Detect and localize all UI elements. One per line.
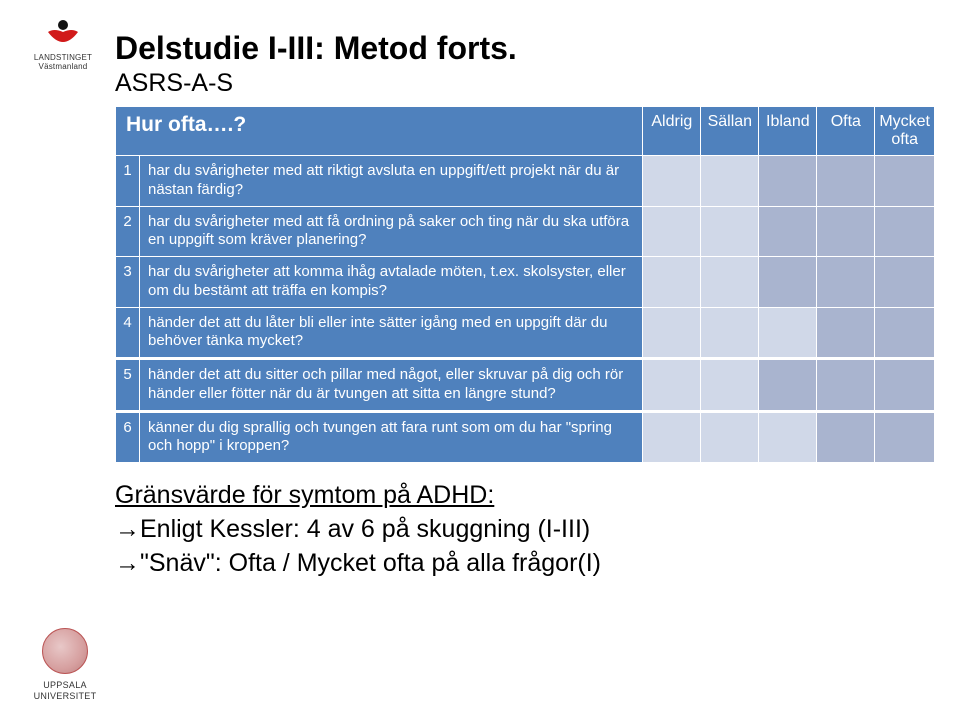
cell-blank (701, 411, 759, 463)
cell-blank (701, 307, 759, 359)
col-mycket-ofta: Mycket ofta (875, 107, 935, 156)
col-ofta: Ofta (817, 107, 875, 156)
cell-shaded (817, 411, 875, 463)
table-row: 4händer det att du låter bli eller inte … (116, 307, 935, 359)
cell-blank (643, 257, 701, 308)
row-number: 2 (116, 206, 140, 257)
landstinget-logo: LANDSTINGET Västmanland (28, 18, 98, 72)
cell-shaded (875, 257, 935, 308)
cell-shaded (875, 156, 935, 207)
uppsala-seal-icon (42, 628, 88, 674)
uppsala-caption: UPPSALA UNIVERSITET (30, 680, 100, 702)
landstinget-icon (44, 18, 82, 52)
cell-blank (643, 206, 701, 257)
slide-subtitle: ASRS-A-S (115, 69, 940, 98)
col-aldrig: Aldrig (643, 107, 701, 156)
row-text: händer det att du låter bli eller inte s… (140, 307, 643, 359)
table-row: 2har du svårigheter med att få ordning p… (116, 206, 935, 257)
cell-shaded (759, 257, 817, 308)
cell-blank (643, 359, 701, 412)
row-number: 6 (116, 411, 140, 463)
table-row: 5händer det att du sitter och pillar med… (116, 359, 935, 412)
row-text: känner du dig sprallig och tvungen att f… (140, 411, 643, 463)
landstinget-caption: LANDSTINGET Västmanland (28, 54, 98, 72)
cell-shaded (759, 156, 817, 207)
arrow-icon: → (115, 549, 140, 577)
slide-title: Delstudie I-III: Metod forts. (115, 30, 940, 67)
cell-shaded (817, 206, 875, 257)
cell-shaded (875, 359, 935, 412)
table-row: 6känner du dig sprallig och tvungen att … (116, 411, 935, 463)
cell-shaded (817, 156, 875, 207)
asrs-table: Hur ofta….? Aldrig Sällan Ibland Ofta My… (115, 106, 935, 463)
arrow-icon: → (115, 515, 140, 543)
col-ibland: Ibland (759, 107, 817, 156)
cell-shaded (875, 206, 935, 257)
header-question: Hur ofta….? (116, 107, 643, 156)
cell-blank (643, 156, 701, 207)
uppsala-logo: UPPSALA UNIVERSITET (30, 628, 100, 702)
cell-shaded (759, 359, 817, 412)
table-row: 3har du svårigheter att komma ihåg avtal… (116, 257, 935, 308)
row-number: 5 (116, 359, 140, 412)
cell-blank (701, 359, 759, 412)
row-number: 1 (116, 156, 140, 207)
cell-blank (701, 156, 759, 207)
row-text: har du svårigheter att komma ihåg avtala… (140, 257, 643, 308)
cell-blank (701, 257, 759, 308)
cell-blank (701, 206, 759, 257)
row-text: har du svårigheter med att riktigt avslu… (140, 156, 643, 207)
cell-blank (759, 307, 817, 359)
cell-shaded (759, 206, 817, 257)
cell-shaded (817, 257, 875, 308)
cell-shaded (875, 307, 935, 359)
row-number: 3 (116, 257, 140, 308)
slide-content: Delstudie I-III: Metod forts. ASRS-A-S H… (115, 30, 940, 580)
cell-blank (759, 411, 817, 463)
cell-blank (643, 307, 701, 359)
row-text: händer det att du sitter och pillar med … (140, 359, 643, 412)
cell-blank (643, 411, 701, 463)
row-number: 4 (116, 307, 140, 359)
notes-block: Gränsvärde för symtom på ADHD: →Enligt K… (115, 479, 940, 580)
table-row: 1har du svårigheter med att riktigt avsl… (116, 156, 935, 207)
notes-line2: Enligt Kessler: 4 av 6 på skuggning (I-I… (140, 515, 590, 543)
cell-shaded (875, 411, 935, 463)
row-text: har du svårigheter med att få ordning på… (140, 206, 643, 257)
col-sallan: Sällan (701, 107, 759, 156)
notes-line1: Gränsvärde för symtom på ADHD: (115, 481, 494, 509)
cell-shaded (817, 307, 875, 359)
cell-shaded (817, 359, 875, 412)
notes-line3: "Snäv": Ofta / Mycket ofta på alla frågo… (140, 549, 601, 577)
